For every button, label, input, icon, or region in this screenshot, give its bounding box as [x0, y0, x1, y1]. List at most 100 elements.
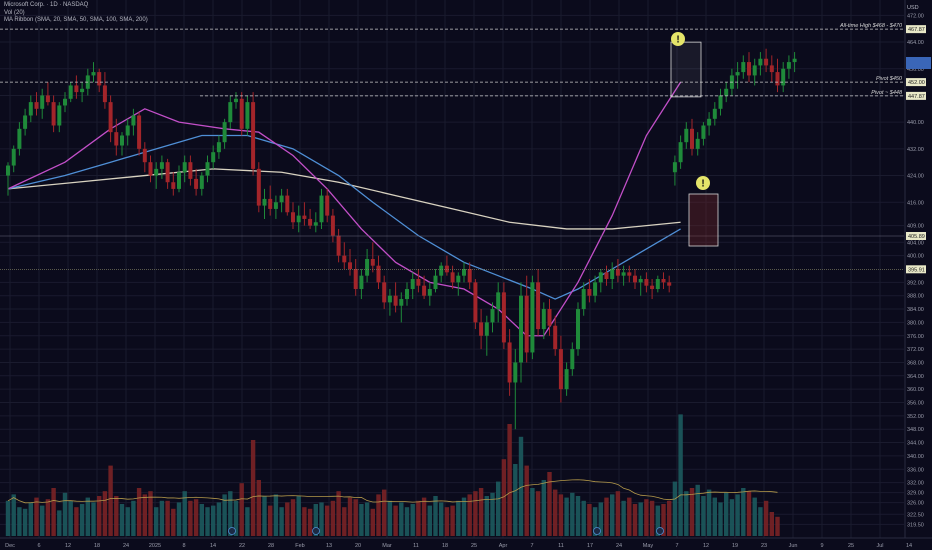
- volume-indicator-line[interactable]: Vol (20): [4, 9, 25, 16]
- volume-bar: [22, 508, 28, 536]
- volume-bar: [268, 505, 273, 536]
- volume-bar: [644, 499, 649, 536]
- alert-circle: [696, 176, 710, 190]
- price-tag-bg: [906, 91, 926, 100]
- price-tag-label: 467.87: [908, 27, 925, 33]
- volume-bar: [433, 496, 438, 536]
- event-marker-circle: [593, 527, 601, 535]
- candle-body: [102, 85, 107, 103]
- candle-body: [285, 195, 290, 213]
- volume-bar: [40, 505, 45, 536]
- volume-bar: [746, 491, 752, 536]
- volume-bar: [51, 488, 56, 536]
- volume-bar: [610, 494, 615, 536]
- price-tag-bg: [906, 265, 926, 274]
- volume-bar: [678, 414, 683, 536]
- event-marker-icon: [656, 527, 664, 535]
- volume-bar: [547, 472, 552, 536]
- volume-bar: [290, 499, 296, 536]
- volume-bar: [222, 494, 227, 536]
- volume-bar: [11, 494, 16, 536]
- volume-bar: [387, 500, 393, 536]
- price-tick-label: 368.00: [907, 360, 924, 366]
- volume-bar: [758, 507, 763, 536]
- volume-bar: [45, 499, 51, 536]
- candle-body: [519, 295, 523, 363]
- candle-body: [97, 72, 102, 86]
- candle-body: [325, 195, 330, 216]
- price-tag-label: 395.91: [908, 267, 925, 273]
- candle-body: [28, 102, 33, 116]
- price-tick-label: 340.00: [907, 454, 924, 460]
- price-tick-label: 400.00: [907, 254, 924, 260]
- volume-bar: [17, 507, 22, 536]
- volume-bar: [450, 505, 455, 536]
- volume-bar: [319, 502, 324, 536]
- volume-bar: [216, 502, 222, 536]
- candle-body: [399, 299, 404, 306]
- price-tick-label: 416.00: [907, 200, 924, 206]
- volume-bar: [592, 507, 598, 536]
- price-tick-label: 388.00: [907, 294, 924, 300]
- time-tick-label: 2025: [149, 543, 161, 549]
- volume-bar: [439, 502, 444, 536]
- price-tag-bg: [906, 78, 926, 87]
- volume-bar: [667, 500, 672, 536]
- event-marker-icon: [593, 527, 601, 535]
- candle-body: [205, 162, 210, 176]
- candle-body: [747, 62, 751, 76]
- candle-body: [74, 85, 79, 93]
- candle-body: [553, 325, 558, 350]
- volume-bar: [325, 505, 330, 536]
- candle-body: [34, 102, 39, 109]
- time-tick-label: 12: [65, 543, 71, 549]
- candle-body: [655, 279, 660, 290]
- time-tick-label: 24: [123, 543, 129, 549]
- volume-bar: [176, 502, 182, 536]
- alert-glyph: !: [701, 179, 704, 190]
- time-tick-label: 20: [355, 543, 361, 549]
- candle-body: [786, 62, 791, 69]
- time-tick-label: 14: [906, 543, 912, 549]
- volume-bar: [313, 504, 318, 536]
- ath-label: All-time High $468 - $470: [839, 23, 903, 29]
- volume-bar: [125, 507, 130, 536]
- candle-body: [712, 108, 717, 119]
- candle-body: [541, 309, 546, 330]
- candle-body: [422, 285, 427, 296]
- volume-bar: [496, 481, 501, 536]
- symbol-line[interactable]: Microsoft Corp. · 1D · NASDAQ: [4, 2, 89, 8]
- price-tag-label: 452.00: [908, 80, 925, 86]
- price-tick-label: 464.00: [907, 40, 924, 46]
- volume-bar: [558, 494, 564, 536]
- candle-body: [256, 168, 261, 206]
- volume-bar: [524, 465, 529, 536]
- volume-bar: [393, 505, 398, 536]
- volume-bar: [724, 492, 729, 536]
- candle-body: [177, 172, 181, 189]
- volume-bar: [701, 496, 706, 536]
- candle-body: [57, 105, 62, 126]
- volume-bar: [444, 507, 450, 536]
- price-tick-label: 432.00: [907, 147, 924, 153]
- candle-body: [558, 349, 563, 390]
- candle-body: [416, 279, 421, 286]
- time-tick-label: 11: [558, 543, 564, 549]
- candle-body: [222, 122, 227, 143]
- volume-bar: [159, 500, 165, 536]
- candle-body: [621, 272, 626, 276]
- volume-bar: [661, 504, 666, 536]
- volume-bar: [353, 499, 358, 536]
- volume-bar: [193, 499, 199, 536]
- price-tick-label: 409.00: [907, 224, 924, 230]
- time-tick-label: Mar: [382, 543, 392, 549]
- candle-body: [308, 218, 313, 226]
- time-tick-label: 7: [530, 543, 533, 549]
- volume-bar: [74, 507, 79, 536]
- candle-body: [410, 279, 415, 290]
- ma-ribbon-line[interactable]: MA Ribbon (SMA, 20, SMA, 50, SMA, 100, S…: [4, 17, 148, 23]
- candle-body: [547, 309, 552, 326]
- time-tick-label: 12: [703, 543, 709, 549]
- candle-body: [792, 58, 797, 63]
